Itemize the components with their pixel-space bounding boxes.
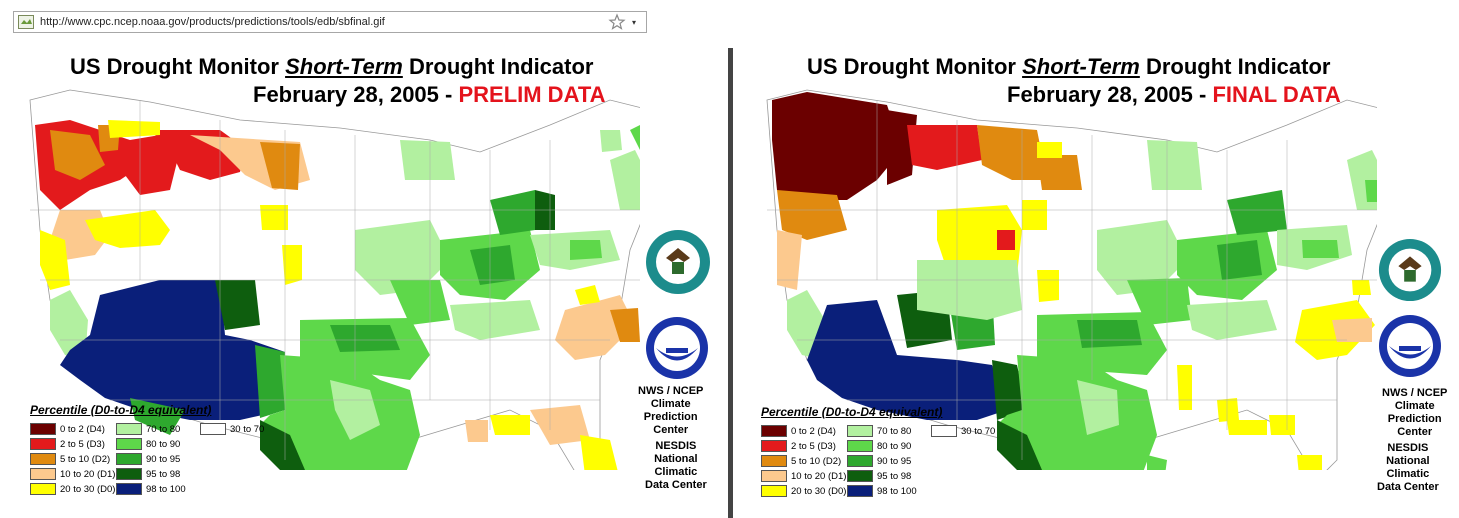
noaa-logo-icon (1379, 315, 1441, 377)
legend-item-d0: 20 to 30 (D0) (30, 483, 115, 495)
legend-item-d3: 2 to 5 (D3) (761, 440, 836, 452)
legend-item-98-100: 98 to 100 (847, 485, 917, 497)
noaa-logo-icon (646, 317, 708, 379)
url-dropdown-icon[interactable]: ▾ (632, 17, 637, 27)
us-drought-map (766, 89, 1377, 470)
legend-item-70-80: 70 to 80 (847, 425, 911, 437)
legend-item-98-100: 98 to 100 (116, 483, 186, 495)
bookmark-star-icon[interactable] (608, 13, 626, 31)
legend-heading: Percentile (D0-to-D4 equivalent) (761, 405, 943, 419)
percentile-legend: Percentile (D0-to-D4 equivalent) 0 to 2 … (30, 403, 360, 501)
ncdc-credit: NESDIS National Climatic Data Center (645, 440, 707, 491)
prelim-map-panel: US Drought Monitor Short-Term Drought In… (0, 40, 725, 518)
legend-item-d1: 10 to 20 (D1) (761, 470, 846, 482)
final-map-panel: US Drought Monitor Short-Term Drought In… (737, 40, 1459, 518)
legend-heading: Percentile (D0-to-D4 equivalent) (30, 403, 212, 417)
legend-item-80-90: 80 to 90 (847, 440, 911, 452)
legend-item-90-95: 90 to 95 (847, 455, 911, 467)
legend-item-30-70: 30 to 70 (931, 425, 995, 437)
page-favicon-icon (18, 15, 34, 29)
legend-item-d1: 10 to 20 (D1) (30, 468, 115, 480)
ncdc-credit: NESDIS National Climatic Data Center (1377, 442, 1439, 493)
data-status-tag: PRELIM DATA (458, 82, 606, 107)
legend-item-d3: 2 to 5 (D3) (30, 438, 105, 450)
legend-item-d2: 5 to 10 (D2) (30, 453, 110, 465)
data-status-tag: FINAL DATA (1212, 82, 1341, 107)
map-title: US Drought Monitor Short-Term Drought In… (70, 54, 594, 79)
legend-items: 0 to 2 (D4) 2 to 5 (D3) 5 to 10 (D2) 10 … (30, 421, 360, 501)
legend-item-30-70: 30 to 70 (200, 423, 264, 435)
legend-item-d2: 5 to 10 (D2) (761, 455, 841, 467)
legend-item-90-95: 90 to 95 (116, 453, 180, 465)
legend-item-d4: 0 to 2 (D4) (30, 423, 105, 435)
us-drought-map (29, 89, 640, 470)
legend-item-70-80: 70 to 80 (116, 423, 180, 435)
legend-item-95-98: 95 to 98 (116, 468, 180, 480)
legend-items: 0 to 2 (D4) 2 to 5 (D3) 5 to 10 (D2) 10 … (761, 423, 1091, 503)
legend-item-80-90: 80 to 90 (116, 438, 180, 450)
panel-divider (728, 48, 733, 518)
legend-item-95-98: 95 to 98 (847, 470, 911, 482)
map-date-line: February 28, 2005 - PRELIM DATA (253, 82, 606, 107)
legend-item-d0: 20 to 30 (D0) (761, 485, 846, 497)
commerce-seal-icon (646, 230, 710, 294)
cpc-credit: NWS / NCEP Climate Prediction Center (1382, 387, 1448, 438)
map-title: US Drought Monitor Short-Term Drought In… (807, 54, 1331, 79)
legend-item-d4: 0 to 2 (D4) (761, 425, 836, 437)
percentile-legend: Percentile (D0-to-D4 equivalent) 0 to 2 … (761, 405, 1091, 503)
url-text[interactable]: http://www.cpc.ncep.noaa.gov/products/pr… (40, 16, 385, 28)
commerce-seal-icon (1378, 238, 1442, 302)
map-date-line: February 28, 2005 - FINAL DATA (1007, 82, 1341, 107)
address-bar[interactable]: http://www.cpc.ncep.noaa.gov/products/pr… (13, 11, 647, 33)
cpc-credit: NWS / NCEP Climate Prediction Center (638, 385, 704, 436)
